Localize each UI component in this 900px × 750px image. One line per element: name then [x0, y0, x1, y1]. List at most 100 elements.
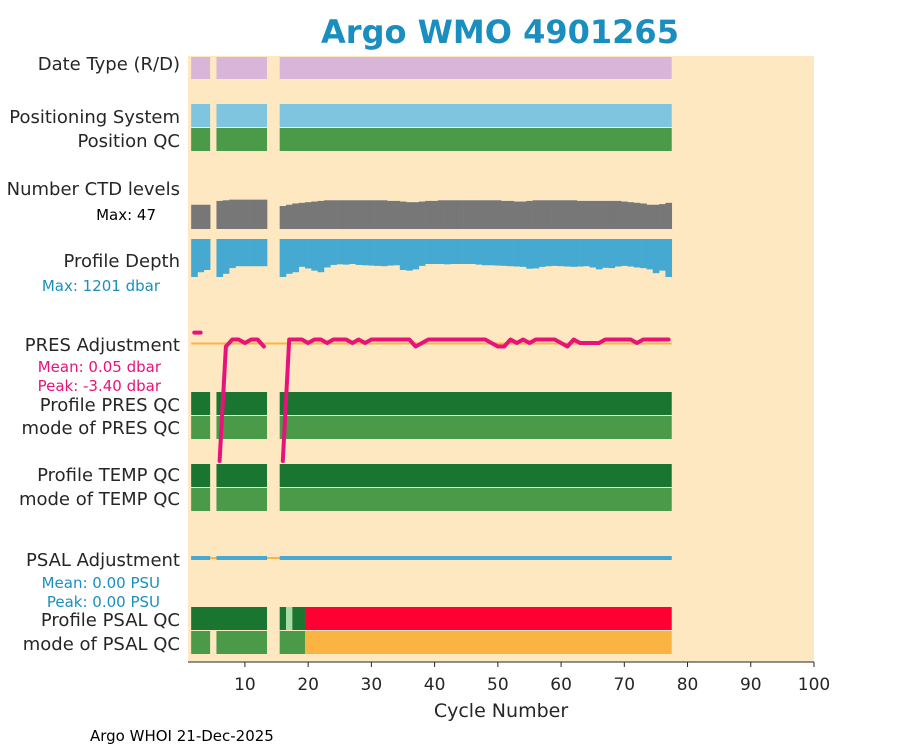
profile-depth-bar	[488, 239, 495, 266]
profile-depth-bar	[475, 239, 483, 265]
profile-temp-qc-band	[191, 464, 211, 487]
ctd-level-bar	[248, 199, 255, 229]
ctd-level-bar	[475, 200, 483, 229]
profile-depth-bar	[646, 239, 654, 270]
row-label-mode-pres-qc: mode of PRES QC	[22, 418, 180, 439]
ctd-level-bar	[456, 200, 464, 229]
mode-temp-qc-band	[191, 488, 211, 511]
ctd-level-bar	[399, 201, 407, 229]
profile-depth-bar	[235, 239, 243, 267]
date-type-band	[216, 57, 268, 79]
positioning-system-band	[216, 104, 268, 127]
ctd-level-bar	[551, 200, 559, 229]
ctd-level-bar	[406, 202, 413, 229]
ctd-level-bar	[279, 206, 287, 229]
pres-adjustment-series	[217, 337, 266, 463]
ctd-level-bar	[621, 201, 628, 229]
row-label-mode-temp-qc: mode of TEMP QC	[19, 489, 180, 510]
ctd-level-bar	[614, 200, 622, 229]
row-label-profile-psal-qc: Profile PSAL QC	[41, 610, 180, 631]
chart-marks	[191, 57, 673, 654]
profile-depth-bar	[621, 239, 628, 266]
ctd-level-bar	[444, 200, 451, 229]
ctd-level-bar	[589, 200, 597, 229]
ctd-level-bar	[197, 204, 205, 229]
ctd-level-bar	[387, 200, 394, 229]
positioning-system-band	[279, 104, 672, 127]
profile-depth-bar	[532, 239, 540, 269]
profile-depth-bar	[494, 239, 502, 266]
profile-depth-bar	[570, 239, 578, 267]
profile-depth-bar	[412, 239, 420, 270]
ctd-level-bar	[463, 200, 470, 229]
ctd-level-bar	[595, 200, 603, 229]
profile-depth-bar	[279, 239, 287, 277]
ctd-level-bar	[652, 204, 660, 229]
ctd-level-bar	[627, 202, 635, 229]
ctd-level-bar	[311, 201, 318, 229]
ctd-level-bar	[501, 200, 508, 229]
profile-depth-bar	[640, 239, 647, 269]
profile-depth-bar	[469, 239, 477, 264]
x-tick-label: 70	[613, 675, 635, 695]
ctd-level-bar	[374, 200, 382, 229]
profile-depth-bar	[431, 239, 439, 264]
ctd-level-bar	[361, 200, 369, 229]
x-tick-label: 20	[297, 675, 319, 695]
pres-adjustment-peak: Peak: -3.40 dbar	[38, 377, 162, 395]
profile-depth-bar	[317, 239, 325, 273]
ctd-level-bar	[260, 199, 268, 229]
profile-depth-bar	[203, 239, 211, 271]
mode-psal-qc-band	[191, 631, 211, 654]
profile-pres-qc-band	[216, 392, 268, 415]
row-label-positioning-system: Positioning System	[9, 107, 180, 128]
profile-depth-bar	[519, 239, 527, 267]
mode-pres-qc-band	[216, 416, 268, 439]
profile-depth-bar	[336, 239, 344, 265]
ctd-level-bar	[665, 202, 673, 229]
x-tick-label: 40	[424, 675, 446, 695]
ctd-level-bar	[545, 200, 552, 229]
profile-depth-bar	[254, 239, 262, 267]
ctd-level-bar	[469, 200, 477, 229]
profile-depth-bar	[557, 239, 565, 267]
row-label-mode-psal-qc: mode of PSAL QC	[23, 634, 180, 655]
ctd-level-bar	[412, 202, 420, 229]
ctd-level-bar	[507, 200, 514, 229]
ctd-level-bar	[488, 200, 495, 229]
x-tick-label: 50	[487, 675, 509, 695]
plot-area	[188, 56, 814, 662]
psal-adjustment-peak: Peak: 0.00 PSU	[47, 593, 160, 611]
ctd-levels-stat: Max: 47	[96, 206, 156, 224]
profile-depth-bar	[463, 239, 470, 264]
profile-depth-bar	[229, 239, 236, 269]
profile-psal-qc-band	[304, 607, 672, 630]
profile-depth-bar	[355, 239, 363, 265]
profile-depth-bar	[248, 239, 255, 267]
ctd-level-bar	[418, 201, 426, 229]
profile-pres-qc-band	[191, 392, 211, 415]
profile-psal-qc-band	[292, 607, 305, 630]
ctd-level-bar	[570, 200, 578, 229]
row-label-pres-adjustment: PRES Adjustment	[25, 335, 180, 356]
profile-depth-bar	[437, 239, 445, 264]
position-qc-band	[191, 128, 211, 151]
profile-depth-bar	[393, 239, 401, 266]
psal-adjustment-mean: Mean: 0.00 PSU	[42, 574, 160, 592]
ctd-level-bar	[576, 200, 584, 229]
ctd-level-bar	[323, 200, 331, 229]
ctd-level-bar	[532, 200, 540, 229]
mode-pres-qc-band	[191, 416, 211, 439]
x-tick-label: 90	[740, 675, 762, 695]
ctd-level-bar	[519, 201, 527, 229]
ctd-level-bar	[222, 200, 230, 229]
profile-depth-bar	[349, 239, 356, 264]
ctd-level-bar	[336, 200, 344, 229]
ctd-level-bar	[349, 200, 356, 229]
profile-depth-bar	[260, 239, 268, 267]
profile-depth-bar	[216, 239, 224, 277]
row-labels: Date Type (R/D) Positioning System Posit…	[7, 54, 180, 655]
ctd-level-bar	[633, 202, 641, 229]
profile-depth-bar	[304, 239, 312, 269]
profile-depth-bar	[311, 239, 318, 271]
